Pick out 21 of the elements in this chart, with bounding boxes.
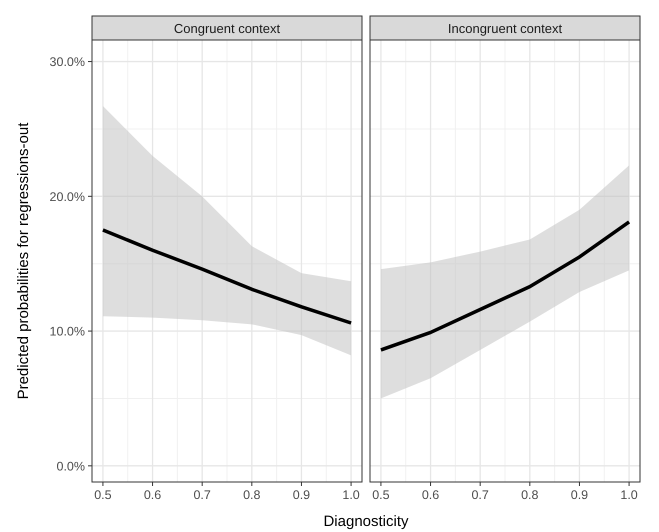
y-tick-label: 10.0% <box>50 324 85 339</box>
x-tick-label: 1.0 <box>620 488 638 502</box>
x-tick-label: 0.8 <box>243 488 261 502</box>
x-tick-label: 0.7 <box>471 488 489 502</box>
x-tick-label: 0.6 <box>144 488 162 502</box>
y-tick-label: 20.0% <box>50 190 85 204</box>
chart-title: Incongruent context <box>448 21 562 36</box>
line-series <box>101 228 353 325</box>
x-axis-title: Diagnosticity <box>323 513 410 530</box>
x-tick-label: 0.7 <box>193 488 211 502</box>
x-tick-label: 0.5 <box>372 488 390 502</box>
x-tick-label: 0.9 <box>292 488 310 502</box>
x-tick-label: 0.5 <box>94 488 112 502</box>
y-tick-label: 30.0% <box>50 55 85 70</box>
y-tick-label: 0.0% <box>56 459 85 474</box>
chart-title: Congruent context <box>174 21 281 36</box>
x-tick-label: 0.9 <box>570 488 588 502</box>
x-tick-label: 0.6 <box>422 488 440 502</box>
x-tick-label: 1.0 <box>342 488 360 502</box>
y-axis-title: Predicted probabilities for regressions-out <box>15 122 32 400</box>
x-tick-label: 0.8 <box>521 488 539 502</box>
